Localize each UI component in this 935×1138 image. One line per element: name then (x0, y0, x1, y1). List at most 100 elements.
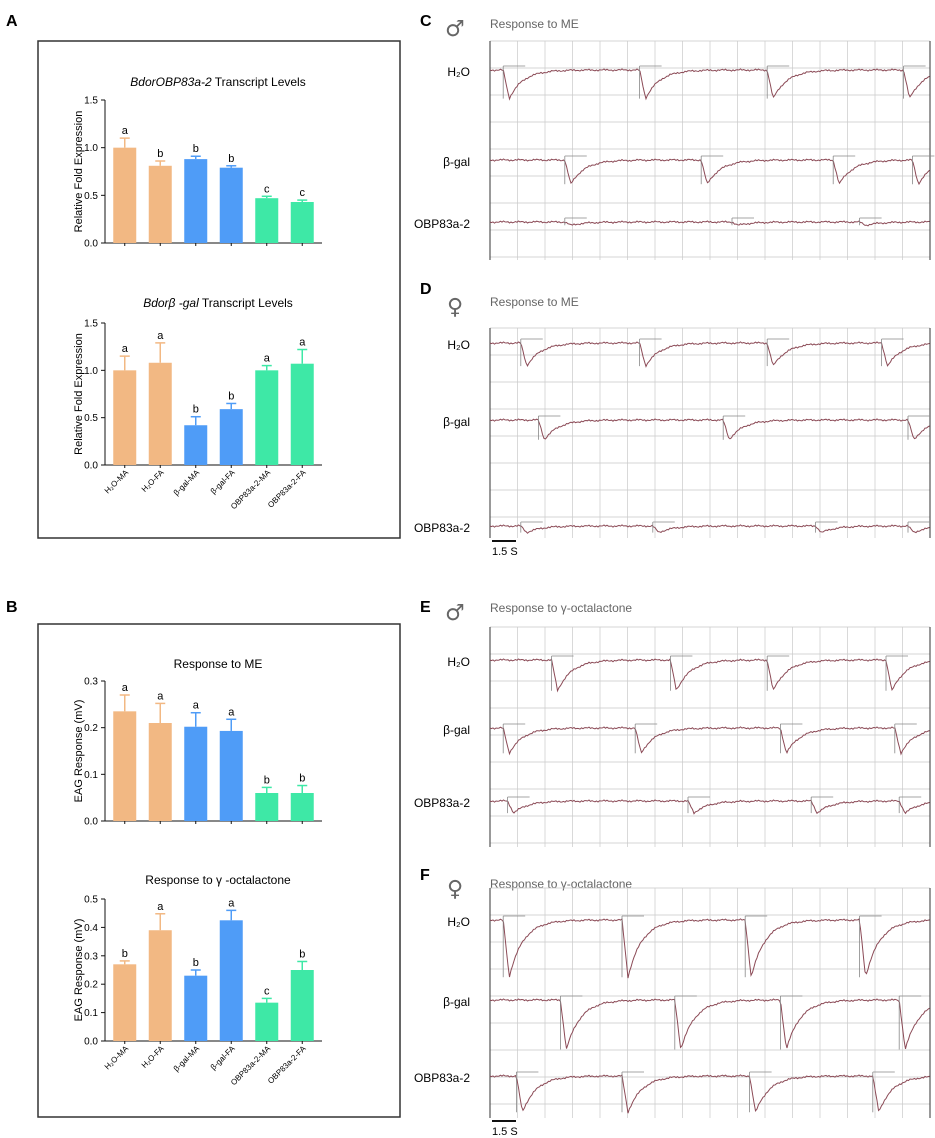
eag-trace-line (489, 726, 930, 756)
significance-letter: b (264, 774, 270, 786)
bar (113, 964, 137, 1041)
bar (290, 202, 314, 243)
female-symbol-icon: ♀ (447, 295, 463, 320)
eag-trace-line (489, 341, 930, 368)
bar (148, 165, 172, 243)
panel-letter-e: E (420, 599, 431, 616)
bar (219, 920, 243, 1041)
female-symbol-icon: ♀ (447, 877, 463, 902)
trace-row-label: β-gal (443, 155, 470, 169)
eag-trace-line (489, 658, 930, 693)
y-axis-label: Relative Fold Expression (73, 111, 85, 233)
scale-bar-label: 1.5 S (492, 1126, 518, 1138)
panel-letter-d: D (420, 281, 432, 298)
chart-title-text: Transcript Levels (199, 296, 293, 310)
trace-row-label: β-gal (443, 995, 470, 1009)
trace-row-label: H₂O (447, 655, 470, 669)
bar (290, 793, 314, 821)
trace-panel-f: ♀ Response to γ-octalactone H₂O β-gal OBP83a… (414, 877, 931, 1138)
x-tick-label: β-gal-FA (209, 468, 237, 496)
x-tick-label: β-gal-MA (172, 1044, 202, 1074)
chart-title-italic: Bdorβ -gal (143, 296, 199, 310)
bar (148, 930, 172, 1041)
bar-chart-a2: Bdorβ -gal Transcript Levels 0.0 0.5 1.0 1.5… (73, 296, 322, 511)
eag-trace-line (489, 799, 930, 815)
bar-chart-b1: Response to ME 0.0 0.1 0.2 0.3 EAG Response (… (73, 657, 322, 828)
significance-letter: c (300, 187, 306, 199)
x-tick-label: OBP83a-2-FA (266, 1044, 308, 1086)
significance-letter: a (228, 706, 235, 718)
x-tick-label: H₂O-FA (140, 468, 166, 494)
y-tick-label: 0.3 (84, 677, 98, 688)
significance-letter: a (264, 353, 271, 365)
y-tick-label: 0.0 (84, 817, 98, 828)
significance-letter: a (157, 690, 164, 702)
y-tick-label: 0.1 (84, 770, 98, 781)
male-symbol-icon: ♂ (445, 601, 465, 626)
bar (255, 793, 279, 821)
trace-row-label: β-gal (443, 415, 470, 429)
bar (219, 730, 243, 821)
significance-letter: a (228, 897, 235, 909)
x-tick-label: β-gal-MA (172, 468, 202, 498)
chart-title: Bdorβ -gal Transcript Levels (143, 296, 293, 310)
bar (219, 167, 243, 243)
y-tick-label: 1.0 (84, 366, 98, 377)
y-tick-label: 0.0 (84, 239, 98, 250)
significance-letter: b (193, 957, 199, 969)
bar (113, 711, 137, 821)
bar (184, 975, 208, 1041)
eag-trace-line (489, 220, 930, 227)
significance-letter: a (157, 330, 164, 342)
y-tick-label: 0.3 (84, 951, 98, 962)
y-tick-label: 0.0 (84, 461, 98, 472)
male-symbol-icon: ♂ (445, 17, 465, 42)
bar (148, 723, 172, 821)
trace-row-label: OBP83a-2 (414, 521, 470, 535)
bar (219, 409, 243, 465)
chart-title-text: Transcript Levels (212, 75, 306, 89)
trace-row-label: OBP83a-2 (414, 1071, 470, 1085)
trace-panel-c: ♂ Response to ME H₂O β-gal OBP83a-2 (414, 17, 935, 260)
bar (184, 425, 208, 465)
bar (255, 370, 279, 465)
trace-row-label: OBP83a-2 (414, 217, 470, 231)
chart-title-text: Response to γ -octalactone (145, 873, 291, 887)
trace-panel-title: Response to ME (490, 17, 579, 31)
panel-letter-f: F (420, 867, 430, 884)
bar-chart-b2: Response to γ -octalactone 0.0 0.1 0.2 0.3 0.… (73, 873, 322, 1087)
x-tick-label: H₂O-MA (103, 468, 131, 496)
significance-letter: b (122, 948, 128, 960)
y-tick-label: 1.0 (84, 143, 98, 154)
panel-letter-c: C (420, 13, 432, 30)
x-tick-label: H₂O-MA (103, 1044, 131, 1072)
significance-letter: a (122, 682, 129, 694)
significance-letter: a (157, 901, 164, 913)
bar (255, 198, 279, 243)
panel-letter-a: A (6, 13, 18, 30)
panel-letter-b: B (6, 599, 18, 616)
bar (290, 363, 314, 465)
x-tick-label: β-gal-FA (209, 1044, 237, 1072)
bar (184, 159, 208, 243)
eag-trace-line (489, 68, 930, 101)
significance-letter: a (299, 337, 306, 349)
bar (290, 970, 314, 1041)
eag-trace-line (489, 1073, 930, 1114)
bar (255, 1002, 279, 1041)
y-tick-label: 1.5 (84, 319, 98, 330)
trace-row-label: H₂O (447, 338, 470, 352)
significance-letter: b (299, 773, 305, 785)
panel-a-frame (37, 40, 401, 539)
y-axis-label: EAG Response (mV) (73, 919, 85, 1022)
significance-letter: b (228, 390, 234, 402)
significance-letter: c (264, 985, 270, 997)
trace-row-label: H₂O (447, 65, 470, 79)
y-tick-label: 1.5 (84, 96, 98, 107)
trace-row-label: H₂O (447, 915, 470, 929)
eag-trace-line (489, 998, 930, 1050)
bar (113, 370, 137, 465)
scale-bar-label: 1.5 S (492, 546, 518, 558)
eag-trace-line (489, 917, 930, 979)
